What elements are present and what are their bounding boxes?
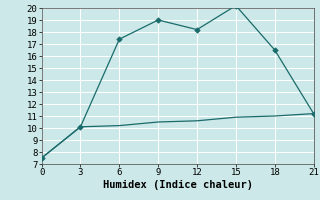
X-axis label: Humidex (Indice chaleur): Humidex (Indice chaleur) (103, 180, 252, 190)
